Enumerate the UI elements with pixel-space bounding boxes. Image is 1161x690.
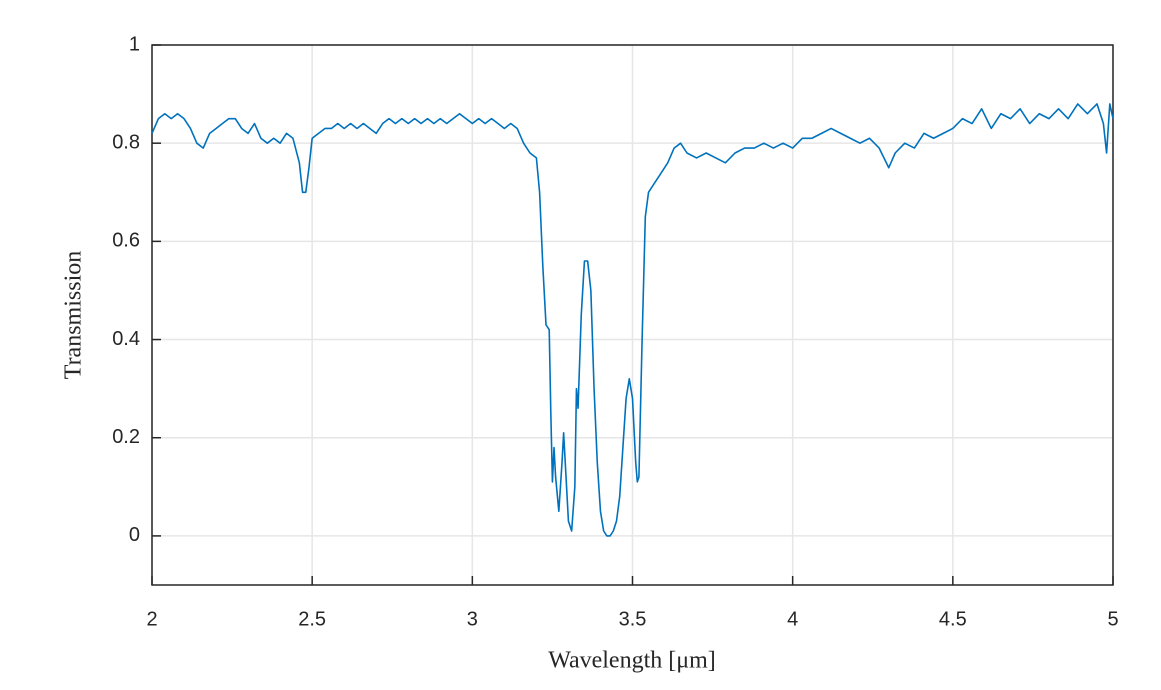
plot-frame bbox=[151, 44, 1114, 586]
x-tick-label: 4.5 bbox=[939, 608, 967, 630]
y-tick-label: 0.2 bbox=[112, 426, 140, 448]
x-axis-label: Wavelength [μm] bbox=[548, 648, 716, 674]
y-tick-label: 0.6 bbox=[112, 230, 140, 252]
x-tick-label: 4 bbox=[787, 608, 798, 630]
x-tick-label: 5 bbox=[1107, 608, 1118, 630]
y-tick-label: 1 bbox=[129, 33, 140, 55]
x-tick-label: 3.5 bbox=[619, 608, 647, 630]
x-tick-label: 2 bbox=[146, 608, 157, 630]
y-tick-label: 0.8 bbox=[112, 131, 140, 153]
data-line bbox=[151, 103, 1114, 537]
x-tick-label: 3 bbox=[467, 608, 478, 630]
y-axis-label: Transmission bbox=[61, 251, 87, 379]
y-tick-label: 0.4 bbox=[112, 328, 140, 350]
y-tick-label: 0 bbox=[129, 524, 140, 546]
x-tick-label: 2.5 bbox=[298, 608, 326, 630]
